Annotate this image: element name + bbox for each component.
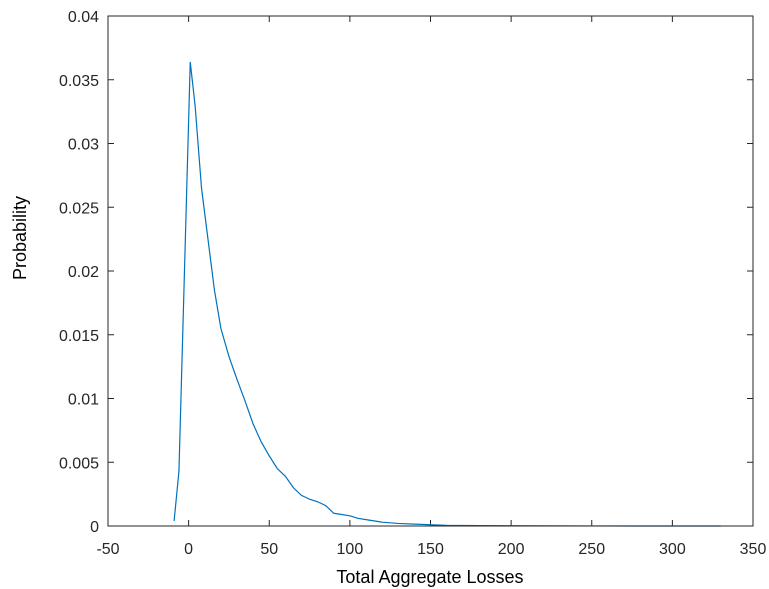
y-tick-label: 0.03 — [68, 137, 99, 154]
x-tick-label: 50 — [260, 541, 278, 558]
x-tick-label: 300 — [659, 541, 686, 558]
y-tick-label: 0.035 — [59, 73, 99, 90]
plot-area — [108, 16, 753, 526]
x-axis-label: Total Aggregate Losses — [336, 567, 523, 587]
x-tick-label: 250 — [578, 541, 605, 558]
plot-frame — [107, 15, 754, 527]
series-line — [173, 61, 721, 527]
x-tick-label: 350 — [740, 541, 767, 558]
x-tick-label: 200 — [498, 541, 525, 558]
x-axis-ticks: -50 0 50 100 150 200 250 300 350 — [96, 16, 766, 558]
y-tick-label: 0.01 — [68, 392, 99, 409]
x-tick-label: 150 — [417, 541, 444, 558]
y-tick-label: 0.025 — [59, 200, 99, 217]
x-tick-label: 100 — [337, 541, 364, 558]
y-axis-ticks: 0 0.005 0.01 0.015 0.02 0.025 0.03 0.035 0.04 — [59, 9, 753, 536]
x-tick-label: -50 — [96, 541, 119, 558]
y-tick-label: 0.015 — [59, 328, 99, 345]
x-tick-label: 0 — [184, 541, 193, 558]
y-tick-label: 0.02 — [68, 264, 99, 281]
y-axis-label: Probability — [10, 196, 30, 280]
y-tick-label: 0.005 — [59, 455, 99, 472]
y-tick-label: 0.04 — [68, 9, 99, 26]
y-tick-label: 0 — [90, 519, 99, 536]
